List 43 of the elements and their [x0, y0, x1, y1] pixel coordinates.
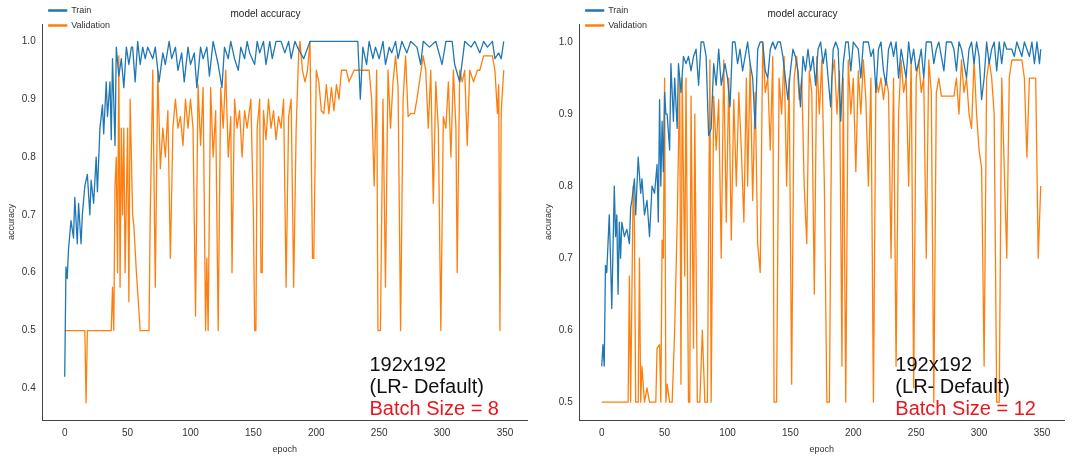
legend-label: Validation — [608, 19, 648, 30]
x-tick-label: 350 — [1033, 426, 1051, 438]
x-tick-label: 0 — [598, 426, 605, 438]
legend-label: Train — [608, 4, 629, 15]
x-tick-label: 350 — [496, 426, 514, 438]
y-tick-label: 1.0 — [21, 35, 37, 47]
legend-label: Validation — [71, 19, 111, 30]
y-axis-title: accuracy — [542, 203, 553, 241]
y-tick-label: 0.8 — [21, 150, 37, 162]
annotation: 192x192 — [369, 353, 448, 375]
y-tick-label: 0.5 — [21, 324, 37, 336]
x-axis-title: epoch — [809, 444, 835, 455]
y-tick-label: 1.0 — [558, 35, 574, 47]
x-tick-label: 100 — [719, 426, 737, 438]
y-tick-label: 0.7 — [21, 208, 37, 220]
annotation: (LR- Default) — [369, 375, 485, 397]
legend-label: Train — [71, 4, 92, 15]
x-tick-label: 100 — [182, 426, 200, 438]
chart-title: model accuracy — [767, 7, 838, 19]
y-tick-label: 0.6 — [21, 266, 37, 278]
x-tick-label: 50 — [122, 426, 134, 438]
y-tick-label: 0.7 — [558, 251, 574, 263]
x-tick-label: 50 — [659, 426, 671, 438]
x-axis-title: epoch — [272, 444, 298, 455]
x-tick-label: 300 — [970, 426, 988, 438]
y-tick-label: 0.9 — [21, 92, 37, 104]
x-tick-label: 150 — [782, 426, 800, 438]
annotation: Batch Size = 12 — [895, 397, 1036, 419]
chart-title: model accuracy — [230, 7, 301, 19]
annotation: Batch Size = 8 — [369, 397, 499, 419]
x-tick-label: 200 — [307, 426, 326, 438]
x-tick-label: 300 — [433, 426, 451, 438]
x-tick-label: 0 — [61, 426, 68, 438]
x-tick-label: 250 — [907, 426, 925, 438]
y-tick-label: 0.5 — [558, 395, 574, 407]
y-tick-label: 0.9 — [558, 107, 574, 119]
y-tick-label: 0.8 — [558, 179, 574, 191]
x-tick-label: 150 — [245, 426, 263, 438]
y-tick-label: 0.6 — [558, 323, 574, 335]
y-axis-title: accuracy — [5, 203, 16, 241]
y-tick-label: 0.4 — [21, 382, 37, 394]
x-tick-label: 200 — [844, 426, 863, 438]
x-tick-label: 250 — [370, 426, 388, 438]
